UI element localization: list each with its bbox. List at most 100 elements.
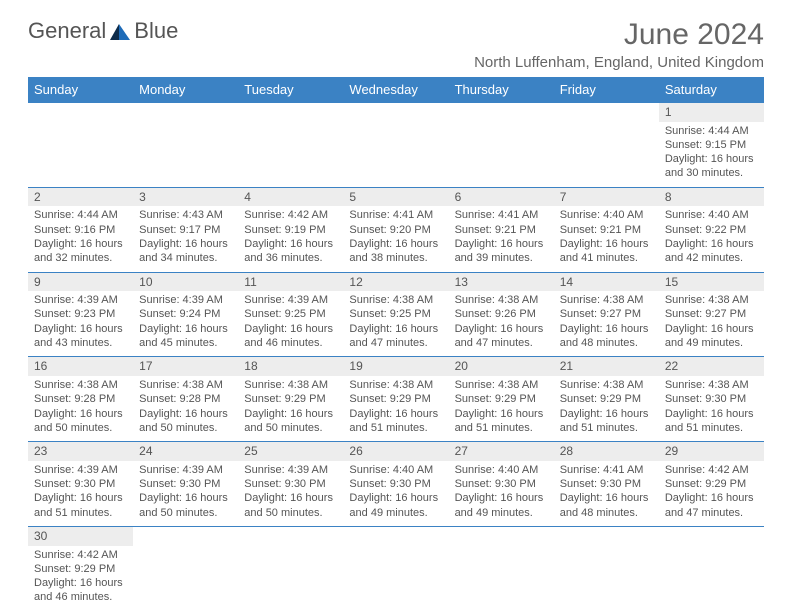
day-number: 2 bbox=[28, 187, 133, 206]
day-detail bbox=[28, 122, 133, 188]
header: General Blue June 2024 North Luffenham, … bbox=[28, 18, 764, 71]
day-detail: Sunrise: 4:40 AM Sunset: 9:22 PM Dayligh… bbox=[659, 206, 764, 272]
day-number: 23 bbox=[28, 442, 133, 461]
page-title: June 2024 bbox=[474, 18, 764, 52]
detail-row: Sunrise: 4:38 AM Sunset: 9:28 PM Dayligh… bbox=[28, 376, 764, 442]
day-detail: Sunrise: 4:39 AM Sunset: 9:23 PM Dayligh… bbox=[28, 291, 133, 357]
day-detail: Sunrise: 4:42 AM Sunset: 9:29 PM Dayligh… bbox=[28, 546, 133, 611]
day-number bbox=[343, 103, 448, 122]
day-detail: Sunrise: 4:39 AM Sunset: 9:30 PM Dayligh… bbox=[28, 461, 133, 527]
detail-row: Sunrise: 4:44 AM Sunset: 9:16 PM Dayligh… bbox=[28, 206, 764, 272]
day-number: 26 bbox=[343, 442, 448, 461]
day-detail: Sunrise: 4:39 AM Sunset: 9:24 PM Dayligh… bbox=[133, 291, 238, 357]
day-detail: Sunrise: 4:39 AM Sunset: 9:25 PM Dayligh… bbox=[238, 291, 343, 357]
day-detail bbox=[133, 546, 238, 611]
logo: General Blue bbox=[28, 18, 178, 44]
day-detail: Sunrise: 4:38 AM Sunset: 9:29 PM Dayligh… bbox=[554, 376, 659, 442]
day-detail: Sunrise: 4:40 AM Sunset: 9:21 PM Dayligh… bbox=[554, 206, 659, 272]
day-detail bbox=[238, 122, 343, 188]
daynum-row: 9101112131415 bbox=[28, 272, 764, 291]
day-detail: Sunrise: 4:40 AM Sunset: 9:30 PM Dayligh… bbox=[449, 461, 554, 527]
day-detail: Sunrise: 4:44 AM Sunset: 9:15 PM Dayligh… bbox=[659, 122, 764, 188]
page-subtitle: North Luffenham, England, United Kingdom bbox=[474, 54, 764, 71]
day-detail: Sunrise: 4:38 AM Sunset: 9:25 PM Dayligh… bbox=[343, 291, 448, 357]
day-detail: Sunrise: 4:41 AM Sunset: 9:21 PM Dayligh… bbox=[449, 206, 554, 272]
day-detail: Sunrise: 4:43 AM Sunset: 9:17 PM Dayligh… bbox=[133, 206, 238, 272]
calendar-table: Sunday Monday Tuesday Wednesday Thursday… bbox=[28, 77, 764, 611]
daynum-row: 23242526272829 bbox=[28, 442, 764, 461]
day-number: 5 bbox=[343, 187, 448, 206]
day-number bbox=[133, 526, 238, 545]
day-detail: Sunrise: 4:42 AM Sunset: 9:19 PM Dayligh… bbox=[238, 206, 343, 272]
logo-text-2: Blue bbox=[134, 18, 178, 44]
day-number: 17 bbox=[133, 357, 238, 376]
day-header: Friday bbox=[554, 77, 659, 103]
day-number bbox=[554, 103, 659, 122]
day-detail: Sunrise: 4:38 AM Sunset: 9:26 PM Dayligh… bbox=[449, 291, 554, 357]
day-number: 21 bbox=[554, 357, 659, 376]
day-number: 19 bbox=[343, 357, 448, 376]
day-detail: Sunrise: 4:38 AM Sunset: 9:30 PM Dayligh… bbox=[659, 376, 764, 442]
day-header-row: Sunday Monday Tuesday Wednesday Thursday… bbox=[28, 77, 764, 103]
detail-row: Sunrise: 4:44 AM Sunset: 9:15 PM Dayligh… bbox=[28, 122, 764, 188]
day-number: 9 bbox=[28, 272, 133, 291]
day-number: 27 bbox=[449, 442, 554, 461]
day-number: 20 bbox=[449, 357, 554, 376]
day-number bbox=[554, 526, 659, 545]
detail-row: Sunrise: 4:42 AM Sunset: 9:29 PM Dayligh… bbox=[28, 546, 764, 611]
day-number: 22 bbox=[659, 357, 764, 376]
day-number: 30 bbox=[28, 526, 133, 545]
day-number bbox=[659, 526, 764, 545]
day-number: 12 bbox=[343, 272, 448, 291]
day-number: 16 bbox=[28, 357, 133, 376]
daynum-row: 16171819202122 bbox=[28, 357, 764, 376]
day-header: Tuesday bbox=[238, 77, 343, 103]
day-detail: Sunrise: 4:39 AM Sunset: 9:30 PM Dayligh… bbox=[133, 461, 238, 527]
day-number bbox=[343, 526, 448, 545]
daynum-row: 2345678 bbox=[28, 187, 764, 206]
day-header: Thursday bbox=[449, 77, 554, 103]
day-number bbox=[449, 526, 554, 545]
day-detail bbox=[238, 546, 343, 611]
day-header: Sunday bbox=[28, 77, 133, 103]
day-detail: Sunrise: 4:41 AM Sunset: 9:30 PM Dayligh… bbox=[554, 461, 659, 527]
day-detail: Sunrise: 4:38 AM Sunset: 9:29 PM Dayligh… bbox=[238, 376, 343, 442]
day-number: 1 bbox=[659, 103, 764, 122]
day-header: Saturday bbox=[659, 77, 764, 103]
day-number: 28 bbox=[554, 442, 659, 461]
day-number bbox=[238, 103, 343, 122]
day-detail: Sunrise: 4:40 AM Sunset: 9:30 PM Dayligh… bbox=[343, 461, 448, 527]
day-number: 11 bbox=[238, 272, 343, 291]
day-number: 7 bbox=[554, 187, 659, 206]
day-number: 8 bbox=[659, 187, 764, 206]
day-number: 25 bbox=[238, 442, 343, 461]
day-detail bbox=[449, 122, 554, 188]
day-number: 10 bbox=[133, 272, 238, 291]
daynum-row: 1 bbox=[28, 103, 764, 122]
day-header: Monday bbox=[133, 77, 238, 103]
day-number bbox=[28, 103, 133, 122]
day-detail: Sunrise: 4:38 AM Sunset: 9:27 PM Dayligh… bbox=[659, 291, 764, 357]
daynum-row: 30 bbox=[28, 526, 764, 545]
day-number: 18 bbox=[238, 357, 343, 376]
day-detail: Sunrise: 4:38 AM Sunset: 9:29 PM Dayligh… bbox=[343, 376, 448, 442]
detail-row: Sunrise: 4:39 AM Sunset: 9:23 PM Dayligh… bbox=[28, 291, 764, 357]
day-detail bbox=[133, 122, 238, 188]
day-number bbox=[133, 103, 238, 122]
day-detail bbox=[554, 546, 659, 611]
day-detail: Sunrise: 4:39 AM Sunset: 9:30 PM Dayligh… bbox=[238, 461, 343, 527]
day-number bbox=[449, 103, 554, 122]
day-number: 29 bbox=[659, 442, 764, 461]
day-detail: Sunrise: 4:38 AM Sunset: 9:28 PM Dayligh… bbox=[133, 376, 238, 442]
day-detail: Sunrise: 4:41 AM Sunset: 9:20 PM Dayligh… bbox=[343, 206, 448, 272]
day-detail bbox=[554, 122, 659, 188]
day-number: 24 bbox=[133, 442, 238, 461]
logo-icon bbox=[110, 22, 130, 40]
day-detail: Sunrise: 4:38 AM Sunset: 9:28 PM Dayligh… bbox=[28, 376, 133, 442]
day-detail bbox=[449, 546, 554, 611]
day-number: 15 bbox=[659, 272, 764, 291]
day-number: 14 bbox=[554, 272, 659, 291]
day-detail: Sunrise: 4:42 AM Sunset: 9:29 PM Dayligh… bbox=[659, 461, 764, 527]
day-detail: Sunrise: 4:44 AM Sunset: 9:16 PM Dayligh… bbox=[28, 206, 133, 272]
logo-text-1: General bbox=[28, 18, 106, 44]
